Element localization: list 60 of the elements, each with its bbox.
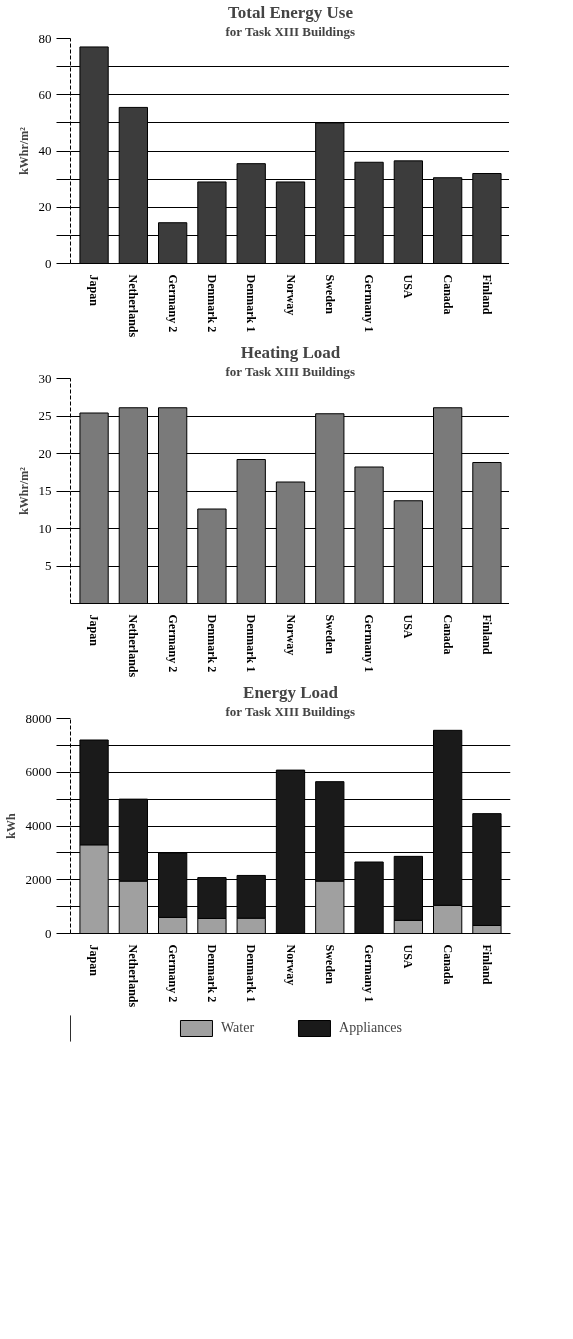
x-tick-label: Norway (283, 614, 298, 656)
x-tick-label: Sweden (322, 274, 337, 315)
chart-title: Energy Load (243, 682, 339, 702)
y-tick-label: 60 (38, 86, 52, 102)
chart-subtitle: for Task XIII Buildings (225, 703, 355, 719)
y-tick-label: 40 (38, 143, 52, 158)
x-tick-label: Denmark 1 (244, 944, 259, 1003)
y-tick-label: 2000 (25, 871, 52, 887)
chart-subtitle: for Task XIII Buildings (225, 363, 355, 379)
x-tick-label: Germany 1 (362, 274, 377, 333)
x-tick-label: Denmark 1 (244, 614, 259, 673)
y-tick-label: 25 (38, 408, 52, 423)
x-tick-label: Norway (283, 274, 298, 316)
x-tick-label: Germany 2 (165, 944, 180, 1003)
y-axis-title: kWh (3, 813, 18, 839)
legend-label: Appliances (339, 1020, 403, 1036)
x-tick-label: Finland (479, 944, 494, 985)
x-tick-label: USA (401, 274, 416, 299)
x-tick-label: Finland (479, 274, 494, 315)
x-tick-label: Japan (87, 614, 102, 647)
chart-title: Total Energy Use (228, 2, 354, 22)
x-tick-label: Canada (440, 274, 455, 315)
x-tick-label: Canada (440, 614, 455, 655)
legend-label: Water (220, 1020, 255, 1036)
y-tick-label: 0 (45, 255, 52, 271)
y-tick-label: 30 (38, 370, 52, 386)
x-tick-label: Netherlands (126, 614, 141, 678)
x-tick-label: Netherlands (126, 274, 141, 338)
x-tick-label: Finland (479, 614, 494, 655)
x-tick-label: USA (401, 614, 416, 639)
x-tick-label: Germany 2 (165, 614, 180, 673)
y-tick-label: 0 (45, 925, 52, 941)
y-tick-label: 10 (38, 520, 52, 536)
x-tick-label: Canada (440, 944, 455, 985)
x-tick-label: Japan (87, 274, 102, 307)
x-tick-label: Denmark 2 (204, 274, 219, 333)
y-tick-label: 8000 (25, 710, 52, 726)
x-tick-label: Norway (283, 944, 298, 986)
y-tick-label: 80 (38, 30, 52, 46)
x-tick-label: Japan (87, 944, 102, 977)
x-tick-label: Netherlands (126, 944, 141, 1008)
y-axis-title: kWhr/m² (16, 466, 31, 515)
chart-subtitle: for Task XIII Buildings (225, 23, 355, 39)
x-tick-label: Sweden (322, 614, 337, 655)
y-axis-title: kWhr/m² (16, 126, 31, 175)
x-tick-label: Denmark 2 (204, 614, 219, 673)
x-tick-label: Germany 2 (165, 274, 180, 333)
y-tick-label: 20 (38, 445, 52, 461)
x-tick-label: Sweden (322, 944, 337, 985)
x-tick-label: Germany 1 (362, 614, 377, 673)
y-tick-label: 4000 (25, 818, 52, 833)
x-tick-label: Denmark 2 (204, 944, 219, 1003)
y-tick-label: 20 (38, 199, 52, 215)
y-tick-label: 6000 (25, 764, 52, 780)
x-tick-label: USA (401, 944, 416, 969)
y-tick-label: 15 (38, 483, 52, 498)
x-tick-label: Germany 1 (362, 944, 377, 1003)
chart-title: Heating Load (240, 342, 341, 362)
x-tick-label: Denmark 1 (244, 274, 259, 333)
y-tick-label: 5 (45, 558, 52, 573)
